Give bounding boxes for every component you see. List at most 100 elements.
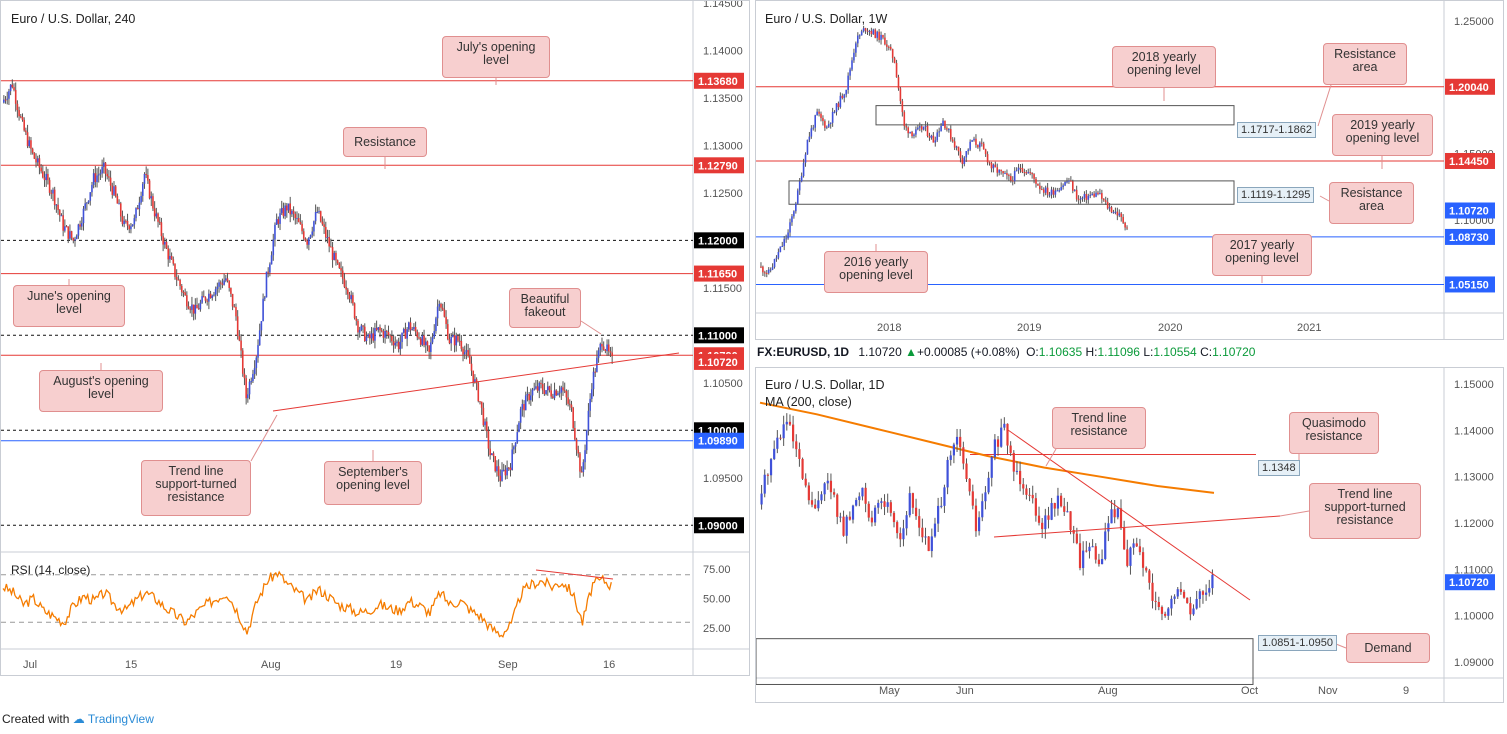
h4-candle-body [362,325,364,327]
h4-candle-body [196,304,198,309]
h4-candle-body [372,333,375,341]
weekly-candle-body [996,167,999,173]
h4-candle-body [194,304,197,314]
h4-candle-body [187,306,190,309]
h4-candle-body [33,152,36,159]
h4-candle-body [284,205,286,217]
daily-candle-body [899,533,902,540]
weekly-price-badge: 1.08730 [1449,232,1489,244]
daily-candle-body [1198,591,1201,599]
h4-candle-body [82,208,85,224]
h4-candle-body [294,213,297,219]
h4-candle-body [213,294,215,296]
weekly-candle-body [849,69,851,76]
h4-candle-body [202,296,205,298]
footer: Created with ☁ TradingView [2,712,154,726]
daily-candle-body [1179,589,1182,592]
h4-candle-body [269,264,271,273]
daily-candle-body [1082,550,1085,569]
weekly-candle-body [1060,187,1062,191]
h4-candle-body [135,208,137,219]
weekly-candle-body [818,111,820,114]
h4-candle-body [152,196,154,209]
weekly-price-badge-bg [1445,78,1495,95]
h4-candle-body [335,252,337,261]
h4-candle-body [201,296,203,303]
h4-candle-body [399,342,402,350]
weekly-candle-body [948,129,950,131]
h4-candle-body [258,330,261,346]
h4-chart-svg[interactable]: 1.14500 1.14000 1.13500 1.13000 1.12500 1.120… [1,1,750,676]
h4-chart-title: Euro / U.S. Dollar, 240 [11,12,136,26]
weekly-candle-body [1039,185,1041,190]
h4-candle-body [348,294,351,300]
daily-x-tick-label: May [879,685,900,697]
h4-candle-body [565,391,568,398]
daily-candle-body [1157,601,1160,608]
daily-candle-body [993,439,996,458]
h4-candle-body [306,240,308,245]
h4-candle-body [452,335,454,337]
h4-candle-body [413,327,415,330]
h4-candle-body [87,200,90,203]
daily-candle-body [1160,607,1164,614]
h4-candle-body [385,330,388,332]
weekly-candle-body [911,131,913,137]
h4-candle-body [347,289,349,295]
weekly-zone-label-bottom: 1.1119-1.1295 [1237,187,1315,203]
h4-candle-body [191,304,193,310]
h4-price-badge-bg [694,517,744,534]
weekly-candle-body [1044,187,1047,193]
legend-up-arrow-icon: ▲ [905,345,917,359]
weekly-candle-body [843,94,846,99]
h4-candle-body [358,330,361,333]
h4-candle-body [426,341,429,346]
h4-candle-body [363,326,366,342]
h4-y-tick-label: 1.13500 [703,93,743,105]
h4-candle-body [389,335,391,337]
callout-september-opening: September's opening level [324,461,422,505]
h4-candle-body [301,223,303,232]
h4-candle-body [394,342,397,346]
h4-candle-body [494,456,497,472]
h4-candle-body [74,239,76,241]
callout-2016-yearly: 2016 yearly opening level [824,251,928,293]
footer-created-with: Created with [2,712,70,726]
footer-brand[interactable]: TradingView [87,712,154,726]
weekly-candle-body [1106,201,1109,209]
h4-candle-body [265,271,268,298]
weekly-chart-panel[interactable]: 1.250001.200001.150001.10000201820192020… [755,0,1504,340]
weekly-candle-body [990,162,993,169]
daily-candle-body [829,480,833,493]
h4-candle-body [408,322,410,330]
h4-candle-body [214,288,217,295]
weekly-candle-body [1073,189,1076,191]
h4-candle-body [431,337,434,343]
weekly-candle-body [973,138,975,141]
daily-chart-svg[interactable]: 1.15000 1.14000 1.13000 1.12000 1.11000 1.100… [756,368,1504,703]
h4-candle-body [302,231,305,239]
h4-candle-body [255,357,258,369]
h4-candle-body [72,238,75,241]
h4-candle-body [18,110,20,117]
daily-candle-body [826,480,829,484]
daily-candle-body [1154,600,1157,602]
h4-candle-body [179,279,181,286]
weekly-candle-body [1097,192,1099,195]
daily-candle-body [949,455,952,460]
h4-chart-panel[interactable]: 1.14500 1.14000 1.13500 1.13000 1.12500 1.120… [0,0,750,676]
daily-candle-body [804,478,807,486]
daily-chart-panel[interactable]: 1.15000 1.14000 1.13000 1.12000 1.11000 1.100… [755,367,1504,703]
h4-candle-body [25,130,27,133]
h4-candle-body [396,341,398,343]
weekly-candle-body [940,125,942,132]
weekly-chart-svg[interactable]: 1.250001.200001.150001.10000201820192020… [756,1,1504,340]
weekly-candle-body [1027,172,1030,174]
daily-candle-body [1091,546,1094,548]
weekly-x-tick-label: 2021 [1297,322,1321,334]
weekly-candle-body [839,95,842,108]
daily-candle-body [873,507,877,523]
h4-candle-body [601,343,603,347]
h4-candle-body [103,162,105,167]
h4-candle-body [60,215,63,217]
